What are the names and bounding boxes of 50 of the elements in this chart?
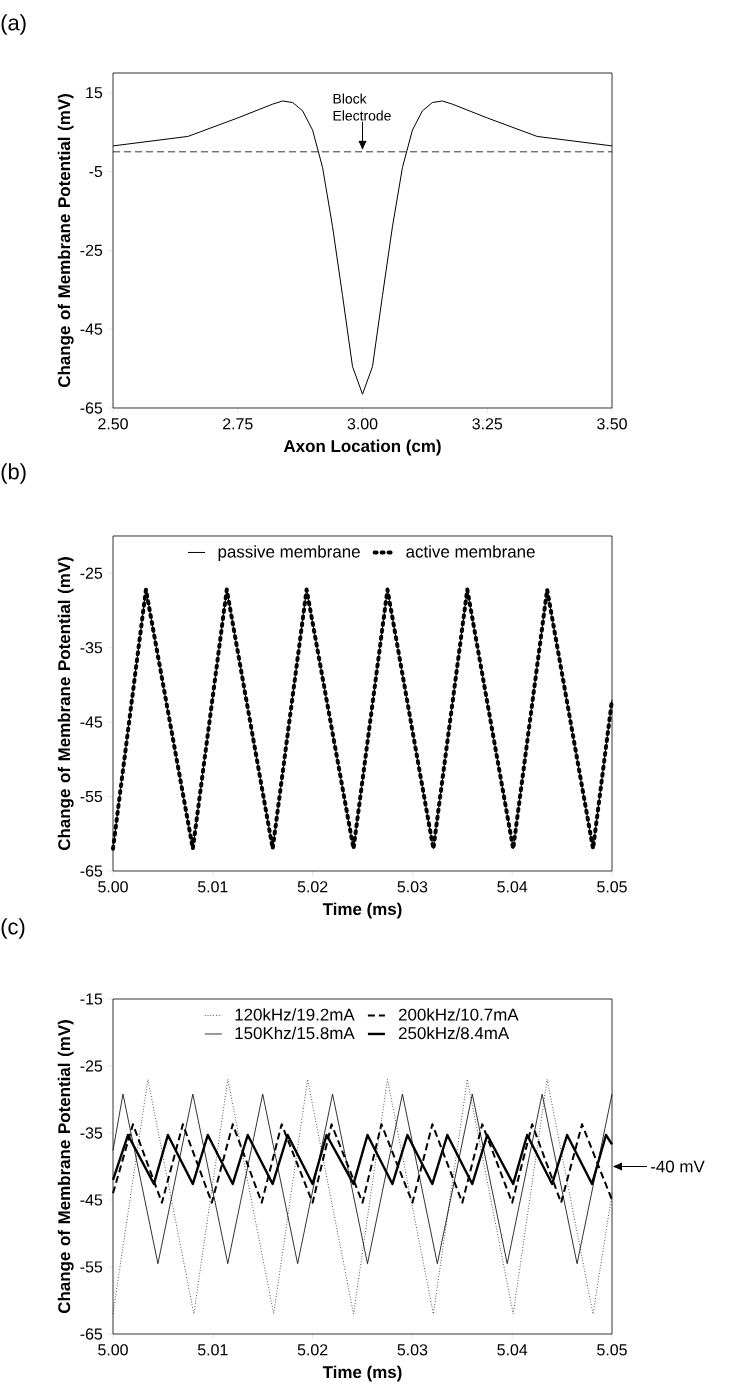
legend-label: active membrane <box>406 545 535 558</box>
x-axis-title: Time (ms) <box>322 1365 402 1382</box>
x-tick-label: 5.04 <box>497 881 528 893</box>
x-tick-label: 5.01 <box>197 1344 228 1356</box>
x-tick-label: 5.02 <box>297 881 328 893</box>
y-tick-label: -25 <box>80 244 103 256</box>
chart-title: (b) <box>1 463 26 484</box>
x-tick-label: 5.00 <box>98 1344 128 1356</box>
legend-label: 200kHz/10.7mA <box>398 1008 519 1021</box>
x-tick-label: 5.02 <box>297 1344 328 1356</box>
y-tick-label: 15 <box>86 87 103 99</box>
x-tick-label: 5.05 <box>597 1344 627 1356</box>
x-axis-title: Time (ms) <box>322 902 402 919</box>
y-tick-label: -35 <box>80 1127 103 1139</box>
y-tick-label: -5 <box>89 165 103 178</box>
x-tick-label: 5.03 <box>397 881 428 893</box>
x-tick-label: 5.05 <box>597 881 627 893</box>
y-tick-label: -45 <box>80 323 103 335</box>
text: -40 mV <box>650 1160 705 1173</box>
legend-label: 250kHz/8.4mA <box>398 1026 510 1040</box>
y-tick-label: -15 <box>80 993 103 1005</box>
x-tick-label: 5.01 <box>197 881 228 893</box>
y-tick-label: -65 <box>80 402 103 414</box>
y-tick-label: -65 <box>80 1328 103 1340</box>
y-tick-label: -55 <box>80 790 103 803</box>
y-tick-label: -35 <box>80 642 103 654</box>
y-tick-label: -25 <box>80 1060 103 1072</box>
chart-title: (c) <box>1 918 25 939</box>
y-tick-label: -55 <box>80 1261 103 1273</box>
y-tick-label: -45 <box>80 716 103 728</box>
x-tick-label: 5.03 <box>397 1344 428 1356</box>
legend-label: 150Khz/15.8mA <box>235 1026 355 1040</box>
x-tick-label: 2.75 <box>223 418 253 430</box>
chart-title: (a) <box>1 14 26 35</box>
x-tick-label: 3.00 <box>347 418 378 430</box>
x-tick-label: 3.50 <box>597 418 627 430</box>
y-axis-title: Change of Membrane Potential (mV) <box>57 1020 74 1314</box>
x-tick-label: 2.50 <box>98 418 128 430</box>
x-tick-label: 5.04 <box>497 1344 528 1356</box>
legend-label: passive membrane <box>218 545 360 561</box>
legend-label: 120kHz/19.2mA <box>235 1008 355 1021</box>
annotation: Block Electrode <box>333 93 391 121</box>
y-axis-title: Change of Membrane Potential (mV) <box>57 557 74 851</box>
x-axis-title: Axon Location (cm) <box>283 439 441 456</box>
x-tick-label: 3.25 <box>472 418 503 430</box>
y-tick-label: -45 <box>80 1194 103 1206</box>
y-tick-label: -65 <box>80 865 103 877</box>
y-axis-title: Change of Membrane Potential (mV) <box>57 94 74 388</box>
x-tick-label: 5.00 <box>98 881 128 893</box>
y-tick-label: -25 <box>80 567 103 579</box>
